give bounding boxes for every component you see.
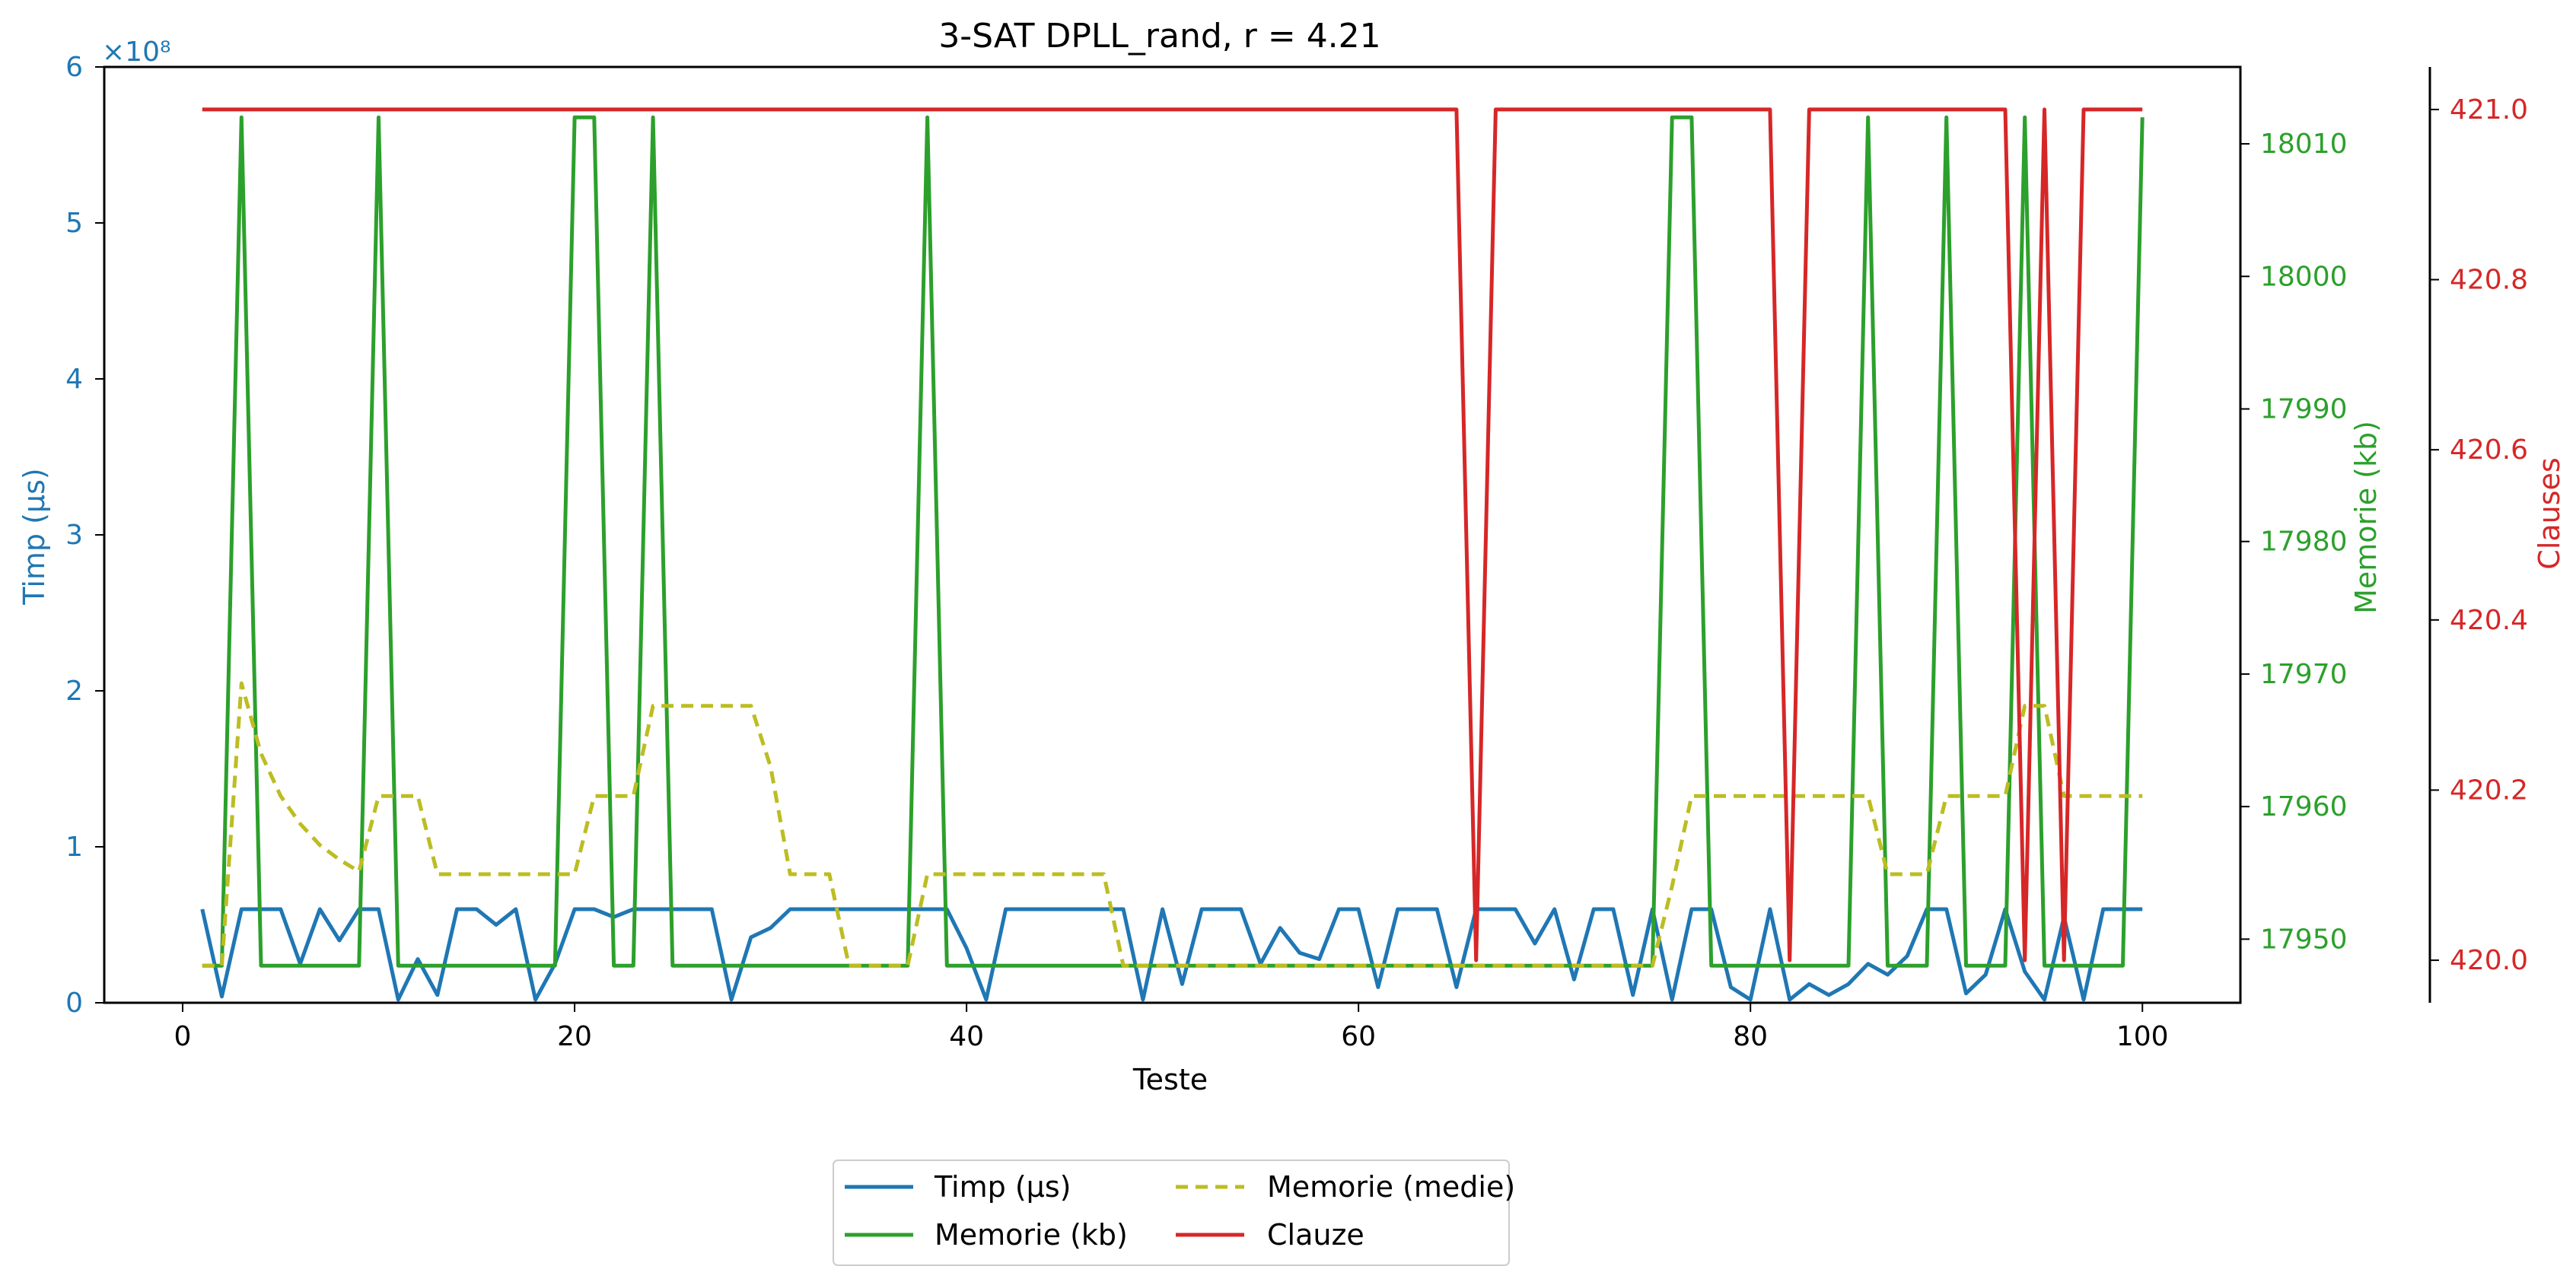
y-mem-tick-label: 17980 [2260, 526, 2348, 558]
series-line-memorie-kb [202, 115, 2145, 968]
y-left-tick-label: 5 [65, 208, 83, 239]
y-left-tick-label: 2 [65, 676, 83, 707]
plot-frame [103, 65, 2242, 1004]
legend-label-timp: Timp (μs) [934, 1170, 1071, 1204]
y-clauses-tick-label: 420.2 [2450, 775, 2528, 806]
y-left-tick-label: 3 [65, 520, 83, 551]
legend-box [833, 1160, 1510, 1266]
y-clauses-tick-label: 421.0 [2450, 94, 2528, 126]
y-mem-tick-label: 18010 [2260, 129, 2348, 160]
legend: Timp (μs) Memorie (medie) Memorie (kb) C… [833, 1160, 1515, 1266]
legend-label-clauze: Clauze [1267, 1218, 1364, 1252]
y-mem-tick-label: 17950 [2260, 924, 2348, 955]
series-line-timp-s [200, 907, 2143, 1002]
y-left-tick-label: 1 [65, 832, 83, 863]
y-mem-tick-label: 18000 [2260, 261, 2348, 292]
y-left-multiplier: ×10⁸ [102, 37, 170, 68]
y-clauses-tick-label: 420.4 [2450, 605, 2528, 636]
chart-title: 3-SAT DPLL_rand, r = 4.21 [938, 17, 1380, 56]
x-tick-label: 100 [2116, 1021, 2169, 1052]
x-tick-label: 60 [1341, 1021, 1376, 1052]
y-mem-tick-label: 17970 [2260, 659, 2348, 690]
labels: 3-SAT DPLL_rand, r = 4.21 Teste Timp (μs… [18, 17, 2566, 1096]
series-line-memorie-medie [202, 681, 2143, 968]
y-clauses-tick-label: 420.0 [2450, 945, 2528, 976]
x-tick-label: 20 [557, 1021, 592, 1052]
axes: 0 20 40 60 80 100 0 1 2 3 4 5 6 17950 17960 17970 17980 1… [65, 52, 2528, 1052]
y-left-tick-label: 0 [65, 988, 83, 1019]
y-mem-axis-label: Memorie (kb) [2349, 421, 2383, 614]
x-tick-label: 40 [949, 1021, 984, 1052]
legend-label-memorie-kb: Memorie (kb) [935, 1218, 1128, 1252]
series-line-clauze [202, 107, 2143, 962]
legend-label-memorie-medie: Memorie (medie) [1267, 1170, 1515, 1204]
y-mem-tick-label: 17990 [2260, 393, 2348, 425]
y-clauses-axis-label: Clauses [2533, 457, 2566, 569]
y-mem-tick-label: 17960 [2260, 791, 2348, 822]
x-tick-label: 80 [1733, 1021, 1768, 1052]
y-left-tick-label: 6 [65, 52, 83, 83]
y-left-axis-label: Timp (μs) [18, 468, 51, 605]
x-tick-label: 0 [174, 1021, 192, 1052]
y-clauses-tick-label: 420.8 [2450, 265, 2528, 296]
y-clauses-tick-label: 420.6 [2450, 434, 2528, 466]
x-axis-label: Teste [1132, 1063, 1208, 1096]
y-left-tick-label: 4 [65, 364, 83, 395]
series-lines [200, 107, 2145, 1002]
